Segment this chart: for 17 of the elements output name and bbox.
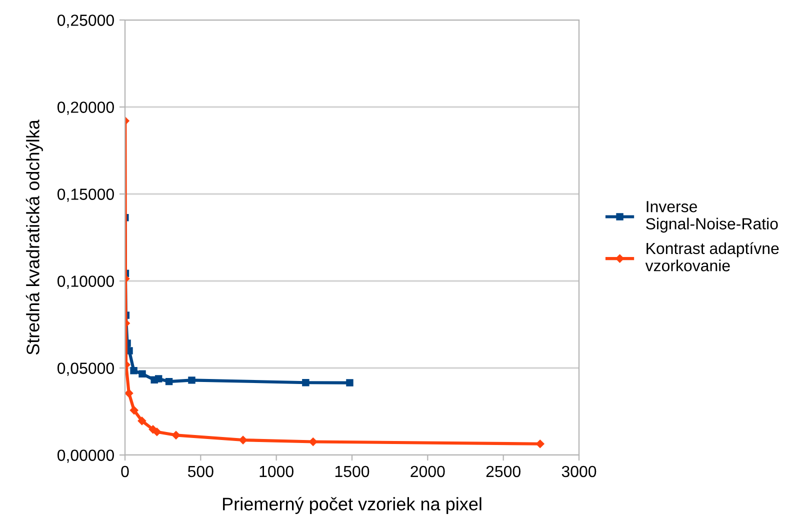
x-tick-label: 1000 (260, 466, 294, 478)
y-tick-label: 0,10000 (57, 276, 114, 289)
y-tick-label: 0,15000 (57, 188, 114, 202)
y-tick-label: 0,05000 (57, 362, 114, 376)
x-tick-label: 2500 (486, 466, 520, 478)
x-tick-label: 500 (188, 466, 214, 478)
x-tick-label: 3000 (562, 466, 596, 478)
y-tick-label: 0,25000 (57, 14, 114, 28)
x-tick-label: 1500 (335, 466, 370, 478)
y-tick-label: 0,20000 (57, 102, 114, 115)
legend-label: Inverse Signal-Noise-Ratio (646, 201, 778, 233)
legend-label: Kontrast adaptívne vzorkovanie (645, 242, 779, 272)
x-tick-label: 0 (121, 466, 129, 478)
x-tick-label: 2000 (410, 466, 445, 478)
x-axis-title: Priemerný počet vzoriek na pixel (223, 496, 482, 514)
y-axis-title: Stredná kvadratická odchýlka (26, 120, 43, 355)
y-tick-label: 0,00000 (57, 450, 114, 463)
